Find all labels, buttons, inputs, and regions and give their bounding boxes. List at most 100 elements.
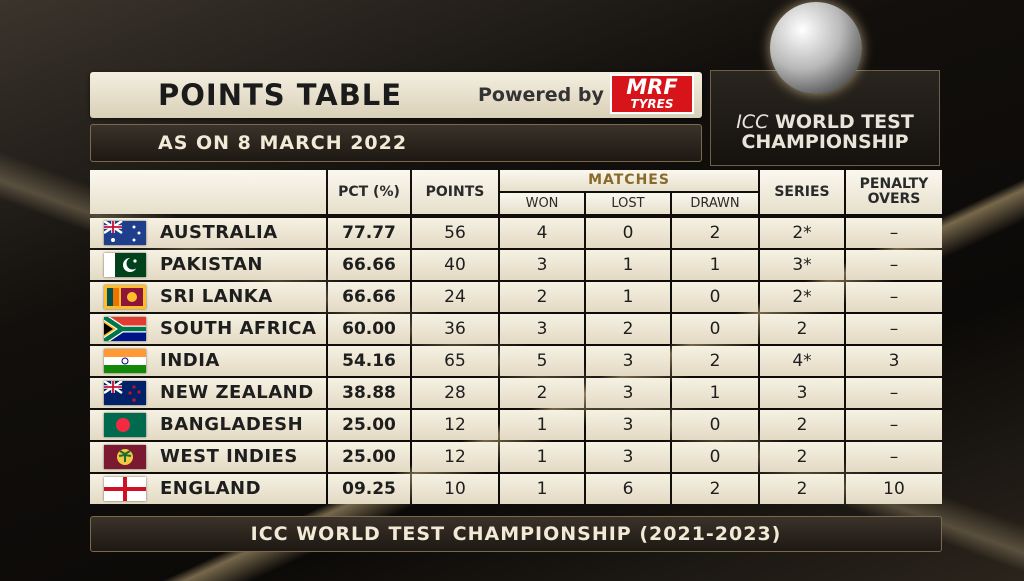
sponsor-name: MRF xyxy=(626,75,678,99)
header-blank xyxy=(90,170,326,214)
value-cell: 3 xyxy=(760,378,844,408)
value-cell: 10 xyxy=(412,474,498,504)
value-cell: 65 xyxy=(412,346,498,376)
flag-image xyxy=(103,379,146,405)
pct-cell: 66.66 xyxy=(328,250,410,280)
column-header: POINTS xyxy=(412,170,498,214)
team-name: BANGLADESH xyxy=(160,414,304,435)
column-header: SERIES xyxy=(760,170,844,214)
flag-image xyxy=(104,445,146,469)
circle-shape xyxy=(132,238,136,242)
team-name: INDIA xyxy=(160,350,220,371)
pct-cell: 25.00 xyxy=(328,410,410,440)
column-header: PENALTY OVERS xyxy=(846,170,942,214)
rect-shape xyxy=(107,288,113,306)
circle-shape xyxy=(133,259,137,263)
title: POINTS TABLE xyxy=(158,78,403,112)
circle-shape xyxy=(132,398,136,402)
value-cell: – xyxy=(846,378,942,408)
flag-image xyxy=(103,219,146,245)
value-cell: 5 xyxy=(500,346,584,376)
value-cell: 2 xyxy=(672,218,758,248)
value-cell: 2 xyxy=(760,410,844,440)
circle-shape xyxy=(137,231,141,235)
rect-shape xyxy=(113,288,119,306)
logo-line2: CHAMPIONSHIP xyxy=(741,131,909,153)
rect-shape xyxy=(104,349,146,357)
value-cell: 2 xyxy=(500,378,584,408)
circle-shape xyxy=(132,385,136,389)
column-header: DRAWN xyxy=(672,193,758,214)
column-header: WON xyxy=(500,193,584,214)
value-cell: 4* xyxy=(760,346,844,376)
value-cell: 0 xyxy=(586,218,670,248)
value-cell: 2 xyxy=(760,442,844,472)
logo-prefix: ICC xyxy=(736,111,769,133)
value-cell: 1 xyxy=(500,410,584,440)
team-name: AUSTRALIA xyxy=(160,222,278,243)
value-cell: 24 xyxy=(412,282,498,312)
team-name: NEW ZEALAND xyxy=(160,382,314,403)
flag-image xyxy=(104,285,146,309)
value-cell: 3 xyxy=(586,378,670,408)
flag-image xyxy=(104,413,146,437)
circle-shape xyxy=(126,257,139,270)
value-cell: 12 xyxy=(412,442,498,472)
value-cell: 2* xyxy=(760,218,844,248)
sponsor-tagline: TYRES xyxy=(630,97,674,111)
value-cell: 2 xyxy=(672,474,758,504)
value-cell: 3 xyxy=(500,250,584,280)
flag xyxy=(104,253,146,277)
value-cell: 2* xyxy=(760,282,844,312)
flag-image xyxy=(102,314,146,344)
footer: ICC WORLD TEST CHAMPIONSHIP (2021-2023) xyxy=(90,516,942,552)
flag xyxy=(103,379,146,405)
value-cell: 1 xyxy=(586,282,670,312)
value-cell: 3 xyxy=(586,442,670,472)
value-cell: 56 xyxy=(412,218,498,248)
value-cell: – xyxy=(846,442,942,472)
flag-image xyxy=(104,253,146,277)
value-cell: – xyxy=(846,218,942,248)
value-cell: 3 xyxy=(586,410,670,440)
value-cell: – xyxy=(846,410,942,440)
path-shape xyxy=(104,323,113,335)
pct-cell: 54.16 xyxy=(328,346,410,376)
rect-shape xyxy=(104,357,146,365)
value-cell: 6 xyxy=(586,474,670,504)
value-cell: 10 xyxy=(846,474,942,504)
value-cell: 2 xyxy=(672,346,758,376)
value-cell: 2 xyxy=(760,314,844,344)
column-group: MATCHES xyxy=(500,170,758,191)
column-header: PCT (%) xyxy=(328,170,410,214)
logo-ball xyxy=(770,2,862,94)
value-cell: 2 xyxy=(500,282,584,312)
value-cell: 2 xyxy=(586,314,670,344)
flag xyxy=(104,349,146,373)
value-cell: 1 xyxy=(672,250,758,280)
value-cell: 0 xyxy=(672,442,758,472)
value-cell: 3* xyxy=(760,250,844,280)
column-header: LOST xyxy=(586,193,670,214)
team-name: SRI LANKA xyxy=(160,286,273,307)
date-bar xyxy=(90,124,702,162)
flag xyxy=(102,314,146,344)
value-cell: 3 xyxy=(586,346,670,376)
circle-shape xyxy=(121,357,129,365)
flag xyxy=(103,219,146,245)
pct-cell: 77.77 xyxy=(328,218,410,248)
value-cell: 0 xyxy=(672,410,758,440)
team-name: ENGLAND xyxy=(160,478,262,499)
team-name: SOUTH AFRICA xyxy=(160,318,317,339)
path-shape xyxy=(104,477,146,501)
path-shape xyxy=(118,450,132,462)
date: AS ON 8 MARCH 2022 xyxy=(158,132,408,154)
path-shape xyxy=(104,381,122,393)
pct-cell: 25.00 xyxy=(328,442,410,472)
value-cell: 1 xyxy=(500,474,584,504)
value-cell: 3 xyxy=(500,314,584,344)
value-cell: 1 xyxy=(500,442,584,472)
value-cell: 40 xyxy=(412,250,498,280)
logo-line1: WORLD TEST xyxy=(774,111,914,133)
